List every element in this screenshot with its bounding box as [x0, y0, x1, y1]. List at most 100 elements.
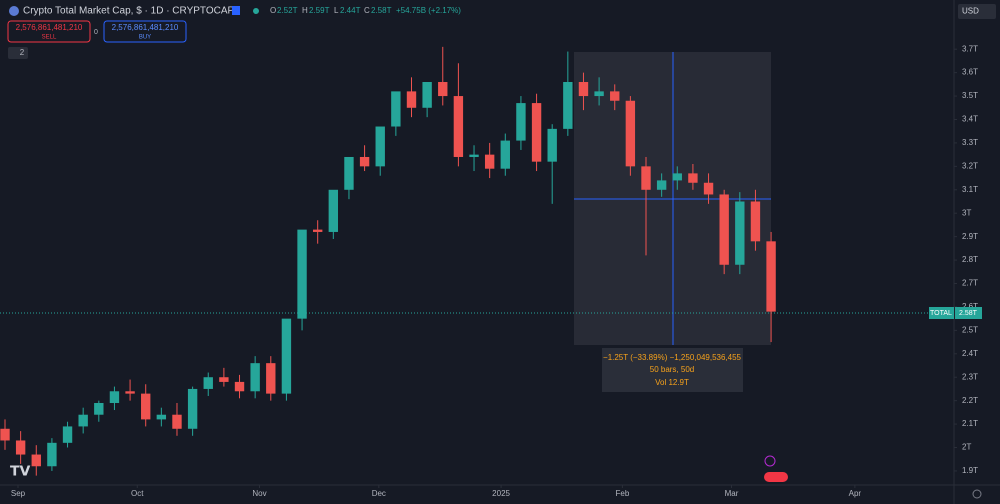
candle-body [47, 442, 57, 467]
candle-body [484, 154, 495, 169]
c-label: C [364, 6, 370, 15]
candle-body [0, 428, 10, 441]
y-tick-label: 2.2T [962, 396, 978, 405]
x-tick-label: Dec [372, 489, 386, 498]
buy-price: 2,576,861,481,210 [112, 23, 179, 32]
h-label: H [302, 6, 308, 15]
indicators-toggle[interactable] [8, 47, 28, 59]
candle-body [453, 96, 464, 157]
candle-body [594, 91, 604, 97]
change: +54.75B (+2.17%) [396, 6, 461, 15]
candle-body [641, 166, 651, 190]
candle-body [156, 414, 167, 420]
candle-body [625, 100, 636, 167]
candle-body [516, 103, 526, 141]
candle-body [187, 388, 198, 429]
candle-body [94, 402, 104, 415]
sell-price: 2,576,861,481,210 [16, 23, 83, 32]
y-tick-label: 2.3T [962, 372, 978, 381]
o-value: 2.52T [277, 6, 298, 15]
candle-body [547, 128, 557, 162]
currency-select[interactable] [958, 4, 996, 19]
candle-body [62, 426, 73, 443]
event-icon [764, 472, 788, 482]
sell-label: SELL [42, 35, 57, 41]
buy-label: BUY [139, 35, 151, 41]
candle-body [563, 82, 573, 129]
status-dot [253, 8, 259, 14]
y-tick-label: 2.7T [962, 279, 978, 288]
candle-body [328, 189, 339, 232]
measure-bars: 50 bars, 50d [650, 365, 694, 374]
symbol[interactable]: Crypto Total Market Cap, $ · 1D · CRYPTO… [23, 6, 235, 17]
y-tick-label: 1.9T [962, 466, 978, 475]
candle-body [250, 363, 260, 392]
x-tick-label: Oct [131, 489, 144, 498]
candle-body [735, 201, 745, 265]
candle-body [266, 363, 276, 394]
candle-body [438, 82, 448, 97]
candle-body [172, 414, 182, 429]
candle-body [750, 201, 761, 242]
price-tag-name-bg [929, 307, 954, 319]
indicators-count: 2 [20, 48, 25, 57]
y-tick-label: 3.6T [962, 68, 978, 77]
x-tick-label: Apr [849, 489, 862, 498]
y-tick-label: 3T [962, 208, 971, 217]
y-tick-label: 3.5T [962, 91, 978, 100]
x-tick-label: 2025 [492, 489, 510, 498]
price-tag-bg [955, 307, 982, 319]
candle-body [610, 91, 620, 101]
y-tick-label: 3.4T [962, 115, 978, 124]
x-tick-label: Nov [252, 489, 266, 498]
y-tick-label: 3.1T [962, 185, 978, 194]
candle-body [719, 194, 729, 265]
candle-body [109, 391, 120, 403]
candle-body [656, 180, 667, 190]
y-tick-label: 2.9T [962, 232, 978, 241]
candle-body [78, 414, 88, 427]
sell-button[interactable] [7, 20, 91, 43]
o-label: O [270, 6, 276, 15]
spread: 0 [94, 29, 98, 36]
l-value: 2.44T [340, 6, 361, 15]
c-value: 2.58T [371, 6, 392, 15]
x-tick-label: Mar [725, 489, 739, 498]
y-tick-label: 3.3T [962, 138, 978, 147]
settings-icon[interactable] [972, 489, 982, 499]
candle-body [15, 440, 26, 455]
candle-body [141, 393, 151, 420]
candle-body [531, 103, 542, 162]
candle-body [375, 126, 385, 167]
candle-body [688, 173, 698, 183]
candle-body [766, 241, 776, 312]
x-tick-label: Sep [11, 489, 26, 498]
l-label: L [334, 6, 339, 15]
candle-body [297, 229, 307, 319]
flag-icon [232, 6, 240, 15]
candle-body [406, 91, 417, 108]
candle-body [422, 82, 432, 108]
y-tick-label: 2.1T [962, 419, 978, 428]
x-tick-label: Feb [615, 489, 629, 498]
candle-body [344, 156, 354, 190]
price-tag-name: TOTAL [930, 310, 952, 317]
buy-button[interactable] [103, 20, 187, 43]
measure-tooltip [602, 348, 743, 392]
y-tick-label: 2.5T [962, 325, 978, 334]
candle-body [391, 91, 401, 127]
y-tick-label: 2T [962, 443, 971, 452]
y-tick-label: 3.7T [962, 44, 978, 53]
measure-change: −1.25T (−33.89%) −1,250,049,536,455 [603, 353, 742, 362]
event-icon [764, 455, 776, 467]
candle-body [578, 82, 589, 97]
y-tick-label: 2.4T [962, 349, 978, 358]
candle-body [469, 154, 479, 157]
candle-body [281, 318, 292, 394]
candle-body [125, 391, 135, 394]
y-tick-label: 2.8T [962, 255, 978, 264]
candle-body [500, 140, 510, 169]
candle-body [359, 156, 370, 167]
candle-body [219, 377, 229, 382]
